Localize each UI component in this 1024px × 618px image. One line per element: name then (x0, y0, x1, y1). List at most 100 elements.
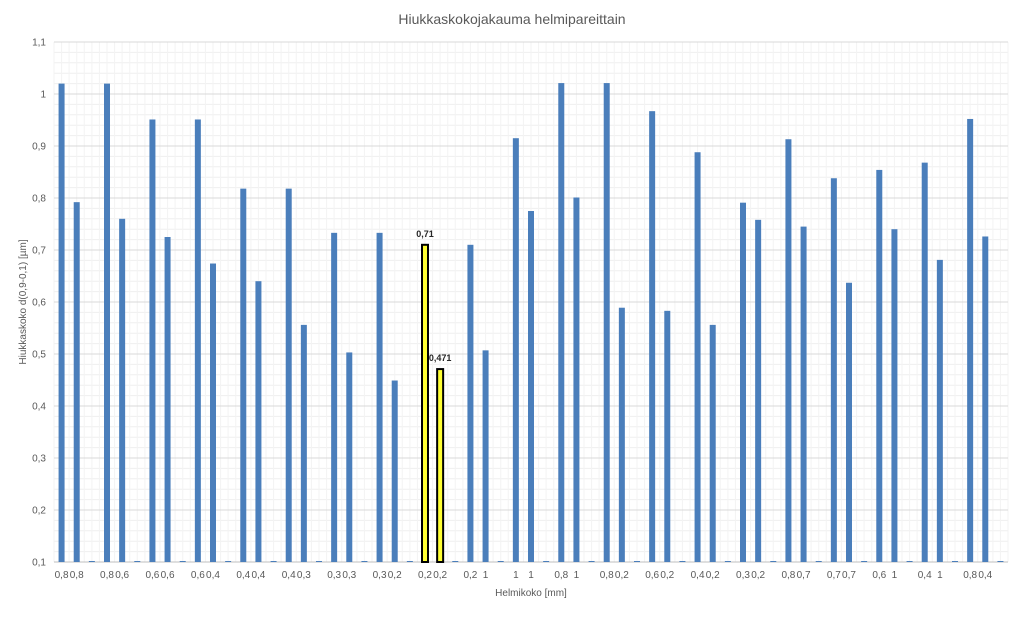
x-tick-label: 1 (574, 570, 580, 581)
bar (225, 561, 232, 562)
chart-title: Hiukkaskokojakauma helmipareittain (398, 11, 625, 27)
bar (891, 229, 898, 562)
bar (316, 561, 322, 562)
y-tick-label: 1 (40, 90, 46, 101)
bar (876, 169, 883, 563)
bar (967, 118, 974, 563)
x-tick-label: 0,4 (236, 570, 250, 581)
y-tick-label: 1,1 (32, 38, 46, 49)
y-tick-label: 0,1 (32, 558, 46, 569)
x-tick-label: 0,2 (751, 570, 765, 581)
x-tick-label: 0,6 (872, 570, 886, 581)
data-label: 0,71 (416, 229, 434, 239)
x-tick-label: 0,4 (978, 570, 992, 581)
bar (906, 561, 913, 562)
bar (740, 202, 746, 562)
x-tick-label: 0,4 (206, 570, 220, 581)
highlighted-bar (421, 243, 429, 564)
bar (709, 324, 716, 562)
x-tick-label: 0,3 (342, 570, 356, 581)
x-tick-label: 1 (892, 570, 898, 581)
bar (588, 561, 595, 562)
y-tick-label: 0,4 (32, 402, 46, 413)
bar (361, 561, 368, 562)
bar (543, 561, 550, 562)
x-tick-label: 0,8 (781, 570, 795, 581)
bar (346, 352, 353, 562)
bar (846, 282, 852, 562)
bar (119, 218, 126, 563)
x-tick-label: 0,8 (55, 570, 69, 581)
bars (58, 83, 1004, 564)
bar (300, 324, 307, 562)
y-tick-label: 0,9 (32, 142, 46, 153)
x-tick-label: 1 (513, 570, 519, 581)
bar (376, 232, 383, 562)
x-tick-label: 0,6 (645, 570, 659, 581)
x-tick-label: 0,4 (918, 570, 932, 581)
bar (679, 561, 686, 562)
bar (406, 561, 413, 562)
y-axis-title: Hiukkaskoko d(0,9-0,1) [µm] (18, 239, 29, 364)
x-tick-label: 0,3 (327, 570, 341, 581)
bar (785, 139, 792, 563)
x-tick-label: 0,2 (660, 570, 674, 581)
x-tick-label: 0,8 (600, 570, 614, 581)
x-tick-label: 1 (528, 570, 534, 581)
bar (997, 561, 1004, 562)
bar (952, 561, 958, 562)
x-tick-label: 0,3 (736, 570, 750, 581)
x-tick-label: 0,6 (191, 570, 205, 581)
bar (800, 226, 807, 562)
x-tick-label: 0,4 (251, 570, 265, 581)
y-tick-label: 0,2 (32, 506, 46, 517)
x-tick-label: 0,2 (433, 570, 447, 581)
x-tick-label: 0,6 (161, 570, 175, 581)
x-tick-label: 0,4 (691, 570, 705, 581)
y-tick-label: 0,6 (32, 298, 46, 309)
highlighted-bar (436, 368, 445, 563)
bar (482, 350, 489, 562)
bar (467, 244, 474, 563)
bar (603, 83, 610, 562)
bar (558, 83, 565, 562)
x-axis-title: Helmikoko [mm] (495, 588, 567, 599)
bar (331, 232, 338, 562)
bar (88, 561, 95, 562)
bar (649, 111, 656, 562)
y-tick-label: 0,7 (32, 246, 46, 257)
bar (194, 119, 201, 562)
bar (104, 83, 110, 562)
bar (164, 237, 171, 562)
bar (618, 307, 625, 562)
x-axis-ticks: 0,8 0,8 0,8 0,6 0,6 0,6 0,6 0,4 0,4 0,4 0,4 0,3 0,3 0… (55, 570, 993, 581)
x-tick-label: 0,2 (418, 570, 432, 581)
y-tick-label: 0,8 (32, 194, 46, 205)
x-tick-label: 1 (483, 570, 489, 581)
bar (512, 138, 519, 562)
bar (391, 380, 398, 562)
x-tick-label: 0,3 (297, 570, 311, 581)
x-tick-label: 0,8 (70, 570, 84, 581)
x-tick-label: 0,7 (842, 570, 856, 581)
bar (815, 561, 822, 562)
y-axis-ticks: 0,1 0,2 0,3 0,4 0,5 0,6 0,7 0,8 0,9 1 1,1 (32, 38, 46, 569)
bar (210, 263, 216, 562)
data-labels: 0,71 0,471 (416, 229, 451, 363)
x-tick-label: 0,8 (963, 570, 977, 581)
x-tick-label: 1 (937, 570, 943, 581)
bar (240, 188, 247, 562)
x-tick-label: 0,2 (615, 570, 629, 581)
x-tick-label: 0,8 (554, 570, 568, 581)
x-tick-label: 0,2 (463, 570, 477, 581)
x-tick-label: 0,2 (388, 570, 402, 581)
data-label: 0,471 (429, 353, 452, 363)
bar (270, 561, 277, 562)
x-tick-label: 0,2 (706, 570, 720, 581)
bar (497, 561, 504, 562)
bar (724, 561, 731, 562)
bar (921, 162, 928, 562)
